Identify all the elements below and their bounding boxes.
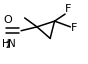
Text: H: H <box>2 39 10 49</box>
Text: N: N <box>8 39 16 49</box>
Text: F: F <box>70 23 77 33</box>
Text: F: F <box>65 4 71 14</box>
Text: 2: 2 <box>6 41 10 50</box>
Text: O: O <box>4 15 12 25</box>
